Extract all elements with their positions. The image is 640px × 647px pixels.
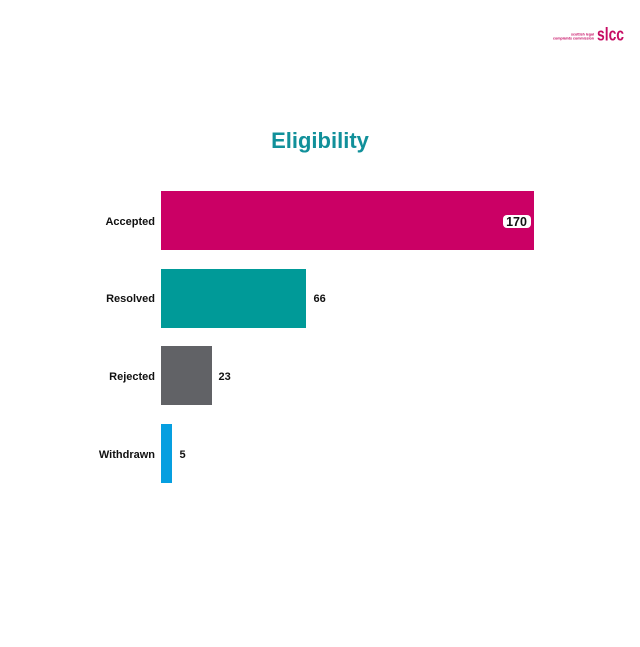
svg-text:complaints commission: complaints commission — [553, 36, 594, 40]
svg-text:slcc: slcc — [597, 25, 624, 45]
svg-text:scottish legal: scottish legal — [571, 33, 594, 37]
